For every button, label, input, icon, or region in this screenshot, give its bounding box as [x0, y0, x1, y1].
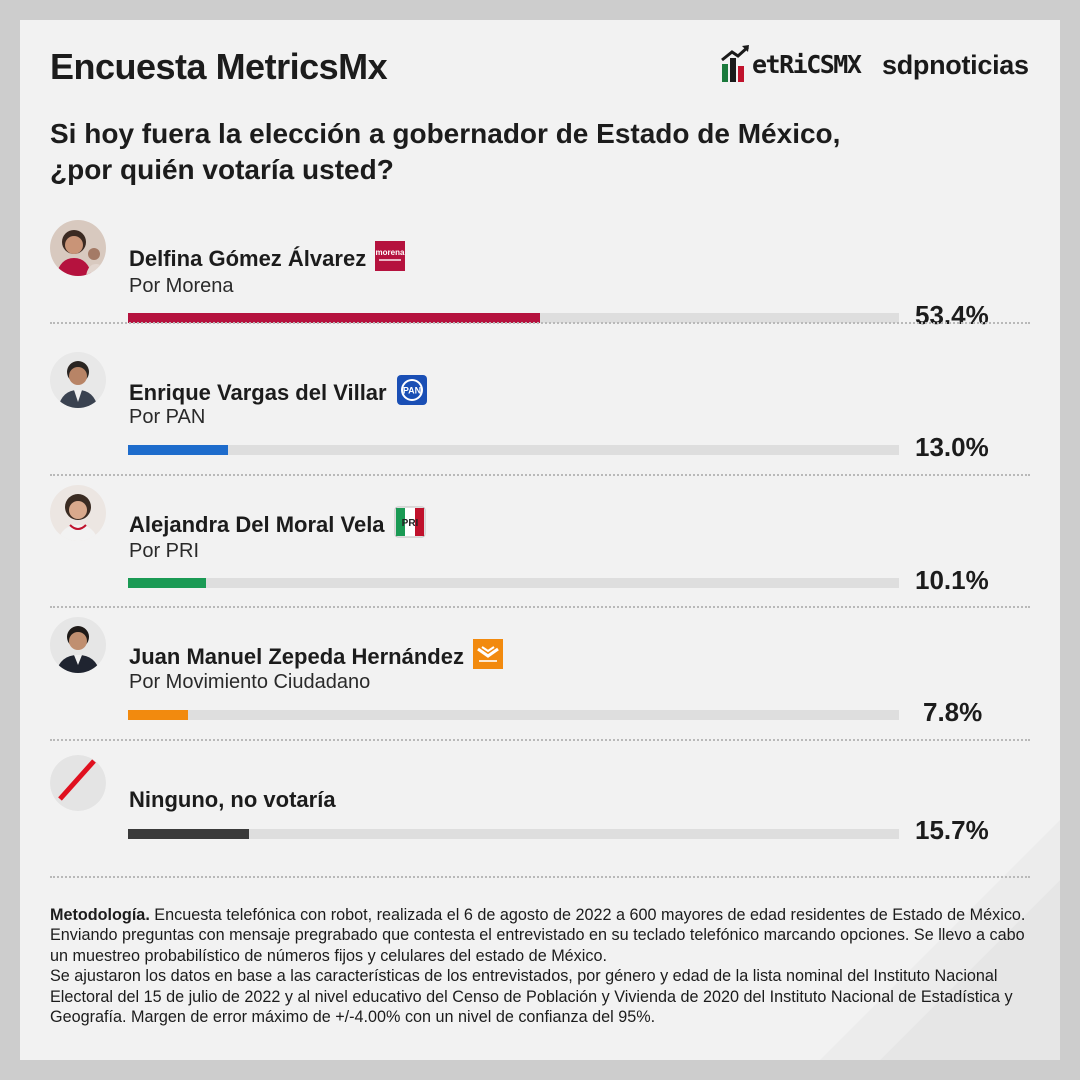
methodology-paragraph-2: Se ajustaron los datos en base a las car… [50, 967, 1013, 1027]
bar-track [128, 578, 899, 588]
candidate-photo [50, 220, 106, 276]
candidate-name: Juan Manuel Zepeda Hernández [129, 639, 503, 675]
bar-track [128, 313, 899, 323]
pan-logo: PAN [396, 374, 428, 412]
candidate-name-text: Alejandra Del Moral Vela [129, 512, 385, 537]
chart-arrow-icon [721, 45, 750, 82]
candidate-party: Por PAN [129, 406, 206, 428]
methodology-paragraph-1: Metodología. Encuesta telefónica con rob… [50, 905, 1040, 966]
bar-track [128, 445, 899, 455]
bar-fill [128, 829, 250, 839]
divider [50, 876, 1030, 878]
divider [50, 739, 1030, 741]
question-line-2: ¿por quién votaría usted? [50, 154, 394, 185]
candidate-party: Por PRI [129, 540, 200, 562]
percent-label: 13.0% [915, 432, 989, 462]
pri-logo: PRI [394, 506, 426, 544]
candidate-name: Ninguno, no votaría [129, 787, 336, 813]
sdpnoticias-logo: sdpnoticias [882, 50, 1029, 80]
candidate-name-text: Delfina Gómez Álvarez [129, 246, 367, 271]
candidate-name: Alejandra Del Moral Vela PRI [129, 506, 426, 544]
svg-text:PRI: PRI [401, 518, 418, 529]
metricsmx-logo: etRiCSMX [720, 42, 862, 86]
divider [50, 322, 1030, 324]
divider [50, 474, 1030, 476]
candidate-photo [50, 617, 106, 673]
metricsmx-wordmark: etRiCSMX [752, 49, 862, 79]
bar-fill [128, 578, 206, 588]
morena-logo: morena [375, 241, 406, 277]
percent-label: 7.8% [923, 697, 983, 727]
methodology-label: Metodología. [50, 906, 150, 924]
candidate-name-text: Enrique Vargas del Villar [129, 380, 387, 405]
candidate-party: Por Morena [129, 275, 234, 297]
bar-track [128, 829, 899, 839]
percent-label: 53.4% [915, 300, 989, 330]
divider [50, 606, 1030, 608]
page-title: Encuesta MetricsMx [50, 46, 388, 87]
candidate-name: Delfina Gómez Álvarez morena [129, 241, 406, 277]
bar-track [128, 710, 899, 720]
bar-fill [128, 445, 229, 455]
svg-text:morena: morena [376, 248, 405, 257]
methodology-text-1: Encuesta telefónica con robot, realizada… [50, 906, 1026, 965]
candidate-photo [50, 485, 106, 541]
percent-label: 10.1% [915, 565, 989, 595]
survey-question: Si hoy fuera la elección a gobernador de… [50, 116, 1030, 188]
bar-fill [128, 313, 540, 323]
candidate-party: Por Movimiento Ciudadano [129, 671, 371, 693]
movimiento-ciudadano-logo [472, 639, 503, 675]
methodology-note: Metodología. Encuesta telefónica con rob… [50, 905, 1040, 1027]
poll-card: Encuesta MetricsMx etRiCSMX sdpnoticias … [20, 20, 1060, 1060]
bar-fill [128, 710, 189, 720]
question-line-1: Si hoy fuera la elección a gobernador de… [50, 118, 841, 149]
candidate-name-text: Ninguno, no votaría [129, 787, 336, 812]
candidate-name-text: Juan Manuel Zepeda Hernández [129, 644, 464, 669]
candidate-name: Enrique Vargas del Villar PAN [129, 374, 428, 412]
percent-label: 15.7% [915, 815, 989, 845]
svg-text:PAN: PAN [402, 386, 420, 396]
candidate-photo [50, 352, 106, 408]
none-slash-icon [50, 755, 106, 811]
